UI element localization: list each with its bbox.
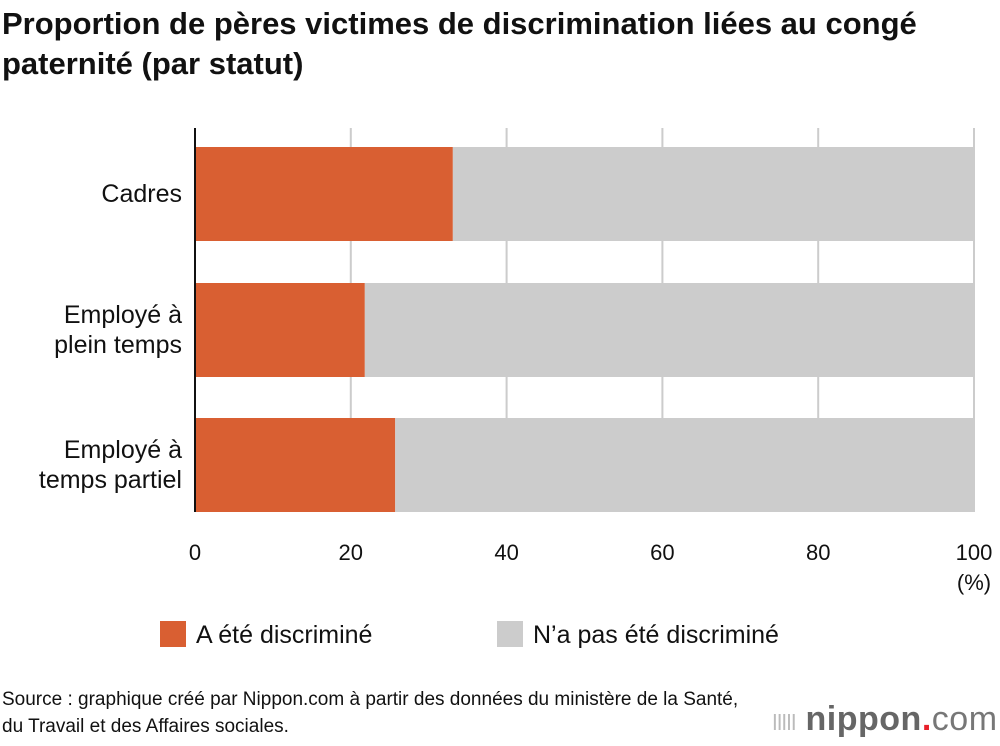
- category-label: Employé à: [64, 301, 182, 329]
- source-note: Source : graphique créé par Nippon.com à…: [2, 689, 739, 737]
- x-unit-label: (%): [957, 570, 991, 595]
- category-label: Employé à: [64, 436, 182, 464]
- x-tick-label: 80: [806, 540, 830, 565]
- bar-not-discriminated: [364, 283, 974, 377]
- category-label: Cadres: [101, 180, 182, 208]
- x-tick-label: 60: [650, 540, 674, 565]
- bar-discriminated: [195, 418, 396, 512]
- chart-title: Proportion de pères victimes de discrimi…: [2, 6, 917, 81]
- nippon-logo: ǀǀǀǀǀ nippon.com: [772, 700, 998, 738]
- legend-swatch: [497, 621, 523, 647]
- x-tick-label: 0: [189, 540, 201, 565]
- bar-not-discriminated: [395, 418, 974, 512]
- x-tick-label: 40: [494, 540, 518, 565]
- legend-label: N’a pas été discriminé: [533, 621, 779, 649]
- category-label: temps partiel: [39, 466, 182, 494]
- category-label: plein temps: [54, 331, 182, 359]
- x-tick-label: 20: [339, 540, 363, 565]
- legend-swatch: [160, 621, 186, 647]
- bar-not-discriminated: [452, 147, 974, 241]
- bar-discriminated: [195, 283, 365, 377]
- bar-discriminated: [195, 147, 453, 241]
- x-tick-label: 100: [956, 540, 993, 565]
- legend-label: A été discriminé: [196, 621, 372, 649]
